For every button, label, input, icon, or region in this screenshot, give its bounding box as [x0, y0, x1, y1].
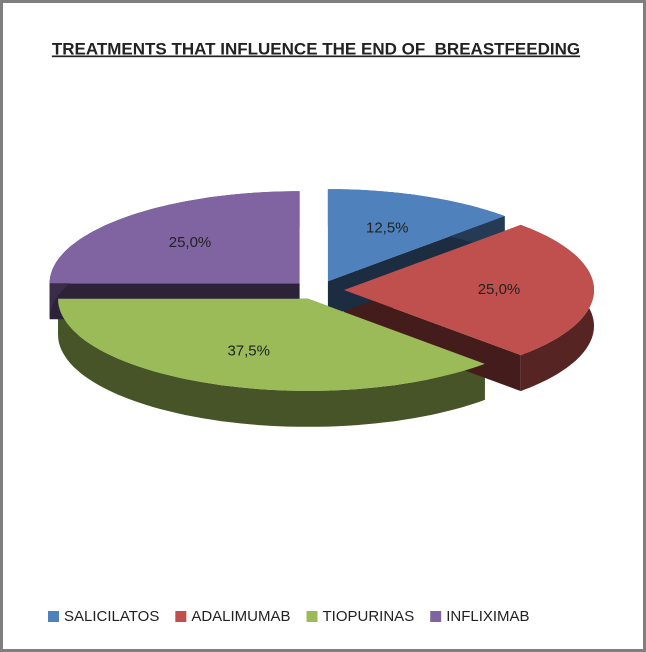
pie-slice [344, 224, 594, 356]
legend-label: ADALIMUMAB [191, 608, 290, 625]
data-label: 37,5% [227, 343, 270, 360]
slice-side [58, 298, 485, 427]
data-label: 25,0% [169, 234, 212, 251]
legend-label: TIOPURINAS [323, 608, 415, 625]
data-label: 25,0% [478, 281, 521, 298]
pie-slice [49, 191, 300, 284]
legend-label: INFLIXIMAB [446, 608, 529, 625]
data-label: 12,5% [366, 219, 409, 236]
chart-title: TREATMENTS THAT INFLUENCE THE END OF BRE… [52, 39, 580, 58]
legend-swatch [48, 611, 59, 622]
pie-slice [327, 189, 505, 282]
legend-label: SALICILATOS [64, 608, 159, 625]
legend: SALICILATOS ADALIMUMAB TIOPURINAS INFLIXIMA… [48, 608, 530, 625]
legend-swatch [306, 611, 318, 622]
pie-slice [58, 298, 485, 391]
legend-swatch [430, 611, 442, 622]
legend-swatch [175, 611, 187, 622]
